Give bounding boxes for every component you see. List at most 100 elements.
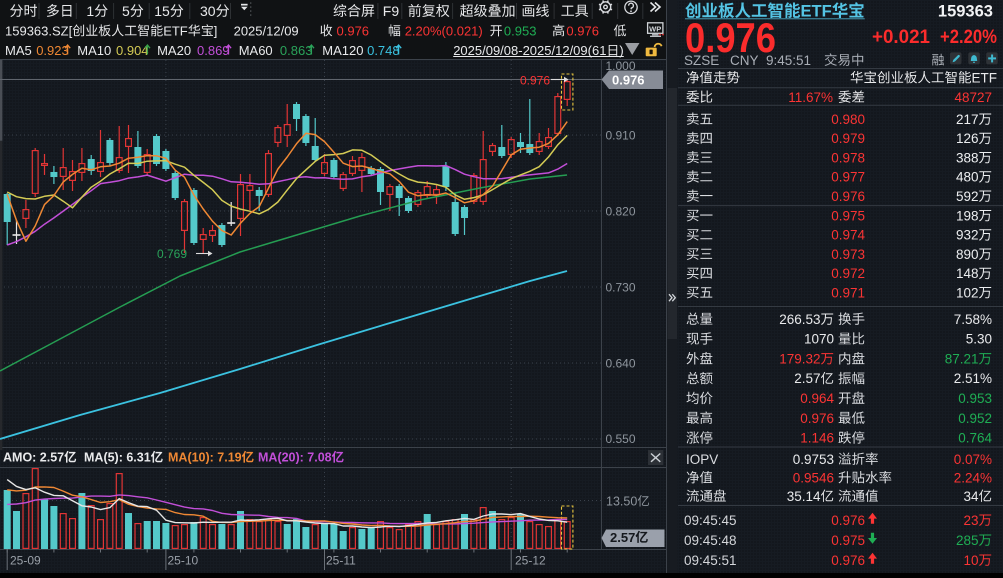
svg-text:1: 1	[86, 3, 94, 19]
svg-text:0.976: 0.976	[685, 14, 776, 61]
svg-text:0.820: 0.820	[606, 205, 636, 219]
svg-text:+2.20%: +2.20%	[940, 27, 997, 48]
svg-text:0.975: 0.975	[831, 533, 865, 548]
svg-text:MA10: MA10	[77, 43, 111, 58]
svg-text:MA(5): 6.31: MA(5): 6.31	[84, 451, 151, 465]
svg-text:0.964: 0.964	[800, 391, 834, 406]
svg-text:7.58%: 7.58%	[954, 312, 992, 327]
svg-text:2.51%: 2.51%	[954, 371, 992, 386]
svg-text:ETF: ETF	[163, 23, 188, 38]
svg-text:09:45:48: 09:45:48	[684, 533, 737, 548]
svg-text:0.976: 0.976	[520, 74, 550, 88]
svg-text:217: 217	[956, 112, 979, 127]
svg-text:48727: 48727	[955, 90, 993, 105]
svg-text:0.976: 0.976	[831, 513, 865, 528]
svg-text:1.000: 1.000	[606, 59, 636, 73]
svg-text:126: 126	[956, 131, 979, 146]
svg-text:1.146: 1.146	[800, 431, 834, 446]
svg-text:0.971: 0.971	[831, 285, 865, 300]
svg-text:932: 932	[956, 228, 979, 243]
svg-text:0.953: 0.953	[958, 391, 992, 406]
svg-text:0.952: 0.952	[958, 411, 992, 426]
svg-text:09:45:51: 09:45:51	[684, 553, 737, 568]
svg-text:): )	[619, 43, 623, 58]
svg-text:0.869: 0.869	[197, 43, 230, 58]
svg-text:MA(10): 7.19: MA(10): 7.19	[168, 451, 242, 465]
svg-text:0.978: 0.978	[831, 150, 865, 165]
svg-text:23: 23	[964, 513, 979, 528]
svg-text:0.974: 0.974	[831, 228, 865, 243]
svg-text:480: 480	[956, 170, 979, 185]
svg-text:9:45:51: 9:45:51	[766, 53, 811, 68]
svg-text:2.20%(0.021): 2.20%(0.021)	[405, 23, 483, 38]
svg-text:266.53: 266.53	[779, 312, 820, 327]
svg-text:1070: 1070	[804, 332, 834, 347]
svg-text:11.67%: 11.67%	[788, 90, 833, 105]
svg-text:0.977: 0.977	[831, 170, 865, 185]
svg-text:148: 148	[956, 266, 979, 281]
svg-text:2025/12/09: 2025/12/09	[234, 23, 299, 38]
svg-text:0.972: 0.972	[831, 266, 865, 281]
svg-text:IOPV: IOPV	[686, 452, 718, 467]
svg-text:CNY: CNY	[730, 53, 759, 68]
svg-text:25-09: 25-09	[10, 554, 41, 568]
svg-text:0.910: 0.910	[606, 129, 636, 143]
svg-text:2.57: 2.57	[794, 371, 820, 386]
svg-text:10: 10	[964, 553, 979, 568]
svg-text:MA20: MA20	[157, 43, 191, 58]
svg-text:WP: WP	[649, 25, 661, 34]
svg-text:0.550: 0.550	[606, 432, 636, 446]
svg-text:35.14: 35.14	[787, 489, 821, 504]
svg-text:159363.SZ[: 159363.SZ[	[5, 23, 73, 38]
svg-text:09:45:45: 09:45:45	[684, 513, 737, 528]
svg-text:SZSE: SZSE	[684, 53, 719, 68]
svg-text:25-12: 25-12	[515, 554, 546, 568]
svg-text:102: 102	[956, 285, 979, 300]
svg-text:+0.021: +0.021	[872, 27, 930, 48]
svg-text:F9: F9	[383, 3, 400, 19]
svg-text:0.976: 0.976	[612, 72, 645, 87]
svg-text:0.973: 0.973	[831, 247, 865, 262]
svg-text:5.30: 5.30	[966, 332, 992, 347]
svg-text:2.57: 2.57	[610, 530, 635, 545]
svg-text:0.730: 0.730	[606, 281, 636, 295]
svg-text:MA60: MA60	[239, 43, 273, 58]
svg-text:25-11: 25-11	[326, 554, 356, 568]
svg-text:890: 890	[956, 247, 979, 262]
svg-text:87.21: 87.21	[945, 351, 979, 366]
svg-text:5: 5	[122, 3, 130, 19]
svg-text:0.923: 0.923	[36, 43, 69, 58]
svg-text:MA120: MA120	[322, 43, 363, 58]
svg-text:0.748: 0.748	[367, 43, 400, 58]
svg-text:0.904: 0.904	[116, 43, 149, 58]
svg-text:285: 285	[956, 533, 979, 548]
svg-text:0.979: 0.979	[831, 131, 865, 146]
svg-text:0.953: 0.953	[504, 23, 537, 38]
svg-text:0.976: 0.976	[337, 23, 370, 38]
svg-text:MA(20): 7.08: MA(20): 7.08	[258, 451, 332, 465]
svg-text:25-10: 25-10	[168, 554, 199, 568]
svg-text:15: 15	[154, 3, 170, 19]
svg-text:0.764: 0.764	[958, 431, 992, 446]
svg-text:0.976: 0.976	[831, 189, 865, 204]
svg-text:MA5: MA5	[5, 43, 32, 58]
svg-text:592: 592	[956, 189, 979, 204]
svg-text:0.9753: 0.9753	[793, 452, 834, 467]
svg-text:30: 30	[200, 3, 216, 19]
svg-text:AMO: 2.57: AMO: 2.57	[3, 451, 64, 465]
svg-text:0.863: 0.863	[280, 43, 313, 58]
svg-text:179.32: 179.32	[779, 351, 820, 366]
svg-text:388: 388	[956, 150, 979, 165]
svg-text:0.9546: 0.9546	[793, 470, 834, 485]
svg-text:0.769: 0.769	[157, 247, 187, 261]
svg-text:ETF: ETF	[801, 3, 832, 21]
svg-text:0.976: 0.976	[831, 553, 865, 568]
svg-text:159363: 159363	[938, 3, 993, 21]
svg-text:13.50: 13.50	[606, 495, 637, 509]
svg-text:0.07%: 0.07%	[954, 452, 992, 467]
svg-text:0.976: 0.976	[566, 23, 599, 38]
svg-text:34: 34	[964, 489, 980, 504]
svg-text:0.975: 0.975	[831, 208, 865, 223]
svg-text:ETF: ETF	[972, 70, 998, 85]
svg-text:2025/09/08-2025/12/09(61: 2025/09/08-2025/12/09(61	[453, 43, 606, 58]
